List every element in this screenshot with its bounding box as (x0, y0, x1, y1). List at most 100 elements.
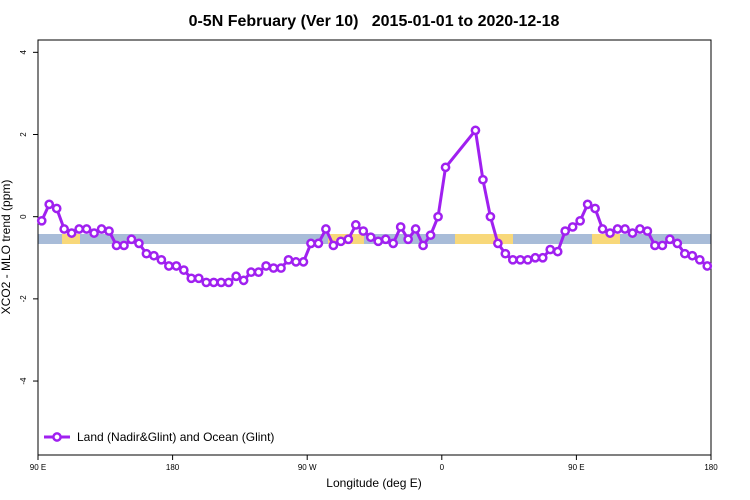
x-tick-label: 90 E (568, 463, 584, 472)
data-point (119, 240, 129, 251)
data-point (141, 248, 152, 259)
plot-frame (37, 39, 712, 456)
data-point (620, 224, 630, 234)
data-point (336, 236, 346, 247)
data-point (306, 238, 316, 249)
data-point (650, 240, 660, 251)
data-point (515, 254, 526, 265)
land-band (62, 234, 80, 244)
data-point (59, 224, 70, 234)
data-point (575, 215, 585, 226)
data-point (470, 125, 481, 136)
data-point (478, 174, 488, 185)
data-point (283, 254, 294, 265)
data-point (111, 240, 122, 251)
data-point (657, 240, 668, 251)
data-point (216, 277, 227, 288)
data-point (246, 267, 256, 278)
data-point (261, 261, 271, 271)
data-point (672, 238, 683, 249)
data-point (627, 228, 638, 238)
data-point (597, 224, 608, 234)
y-tick-label: 2 (19, 132, 28, 137)
data-point (298, 257, 309, 267)
data-point (694, 254, 705, 265)
data-point (171, 261, 182, 271)
data-point (373, 236, 384, 247)
data-point (687, 250, 698, 261)
data-point (679, 248, 690, 259)
data-point (507, 254, 518, 265)
series-line (40, 126, 709, 284)
y-axis-label: XCO2 - MLO trend (ppm) (0, 180, 13, 315)
data-point (74, 224, 84, 234)
y-tick-label: -4 (19, 377, 28, 385)
data-point (268, 263, 279, 273)
data-point (66, 228, 77, 238)
data-point (89, 228, 99, 238)
y-tick-label: 0 (19, 214, 28, 219)
x-tick-label: 90 W (298, 463, 317, 472)
data-point (552, 246, 563, 257)
data-point (635, 224, 645, 234)
data-point (313, 238, 324, 249)
x-axis-label: Longitude (deg E) (326, 476, 421, 490)
data-point (545, 244, 556, 255)
data-point (186, 273, 197, 284)
data-point (493, 238, 503, 249)
data-point (208, 277, 219, 288)
legend-marker (52, 432, 62, 442)
data-point (440, 162, 451, 173)
data-point (485, 211, 496, 222)
data-point (223, 277, 234, 288)
data-point (51, 203, 62, 214)
x-tick-label: 180 (166, 463, 180, 472)
data-point (567, 222, 578, 232)
data-point (238, 275, 249, 286)
y-tick-label: 4 (19, 50, 28, 55)
data-point (81, 224, 92, 234)
data-point (231, 271, 242, 282)
data-point (104, 226, 114, 236)
y-tick-label: -2 (19, 295, 28, 303)
data-point (164, 261, 174, 271)
x-tick-label: 90 E (30, 463, 46, 472)
data-point (403, 234, 413, 245)
data-point (350, 220, 361, 230)
data-point (642, 226, 653, 236)
data-point (178, 265, 189, 275)
data-point (433, 211, 443, 222)
x-tick-label: 180 (704, 463, 718, 472)
land-band (455, 234, 513, 244)
data-point (605, 228, 615, 238)
data-point (134, 238, 144, 249)
legend-label: Land (Nadir&Glint) and Ocean (Glint) (77, 430, 274, 444)
data-point (522, 254, 533, 265)
data-point (321, 224, 331, 234)
data-point (276, 263, 286, 273)
data-point (44, 199, 55, 210)
data-point (36, 215, 47, 226)
data-point (665, 234, 675, 245)
data-point (193, 273, 204, 284)
chart-title: 0-5N February (Ver 10) 2015-01-01 to 202… (189, 13, 560, 30)
data-point (425, 230, 436, 241)
data-point (537, 252, 548, 263)
data-point (380, 234, 391, 245)
data-point (702, 261, 713, 271)
data-point (612, 224, 623, 234)
data-point (96, 224, 107, 234)
data-point (530, 252, 541, 263)
data-point (358, 226, 369, 236)
x-tick-label: 0 (440, 463, 445, 472)
data-point (149, 250, 159, 261)
data-point (343, 234, 354, 245)
data-point (500, 248, 511, 259)
data-point (156, 254, 167, 265)
data-point (126, 234, 137, 245)
data-point (395, 222, 406, 232)
data-point (365, 232, 376, 243)
land-band (592, 234, 620, 244)
data-point (253, 267, 264, 278)
